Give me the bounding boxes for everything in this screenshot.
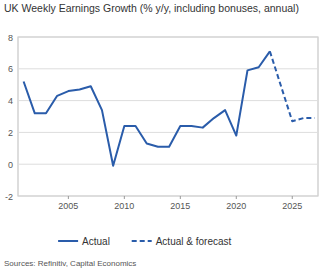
x-tick (236, 196, 237, 199)
x-tick (124, 196, 125, 199)
chart: UK Weekly Earnings Growth (% y/y, includ… (0, 0, 325, 273)
plot-frame (18, 37, 318, 196)
y-tick-label: 6 (8, 64, 13, 74)
x-tick (292, 196, 293, 199)
source: Sources: Refinitiv, Capital Economics (4, 259, 136, 268)
x-tick-label: 2020 (226, 201, 246, 211)
legend-swatch (132, 240, 152, 242)
grid-line (18, 37, 318, 38)
x-tick-label: 2005 (58, 201, 78, 211)
legend: Actual Actual & forecast (58, 236, 231, 247)
y-tick-label: -2 (5, 192, 13, 202)
x-tick-label: 2010 (114, 201, 134, 211)
x-tick (180, 196, 181, 199)
x-tick (68, 196, 69, 199)
x-tick-label: 2015 (170, 201, 190, 211)
legend-swatch (58, 240, 78, 242)
series-group (24, 51, 315, 165)
y-tick-label: 2 (8, 128, 13, 138)
grid-line (18, 132, 318, 133)
grid-line (18, 164, 318, 165)
legend-label: Actual & forecast (156, 236, 232, 247)
grid-line (18, 68, 318, 69)
series-line (24, 51, 270, 165)
legend-label: Actual (82, 236, 110, 247)
grid-line (18, 196, 318, 197)
title: UK Weekly Earnings Growth (% y/y, includ… (4, 2, 299, 14)
y-tick-label: 4 (8, 96, 13, 106)
series-line (270, 51, 315, 121)
grid-line (18, 100, 318, 101)
x-tick-label: 2025 (282, 201, 302, 211)
y-tick-label: 8 (8, 33, 13, 43)
y-tick-label: 0 (8, 160, 13, 170)
